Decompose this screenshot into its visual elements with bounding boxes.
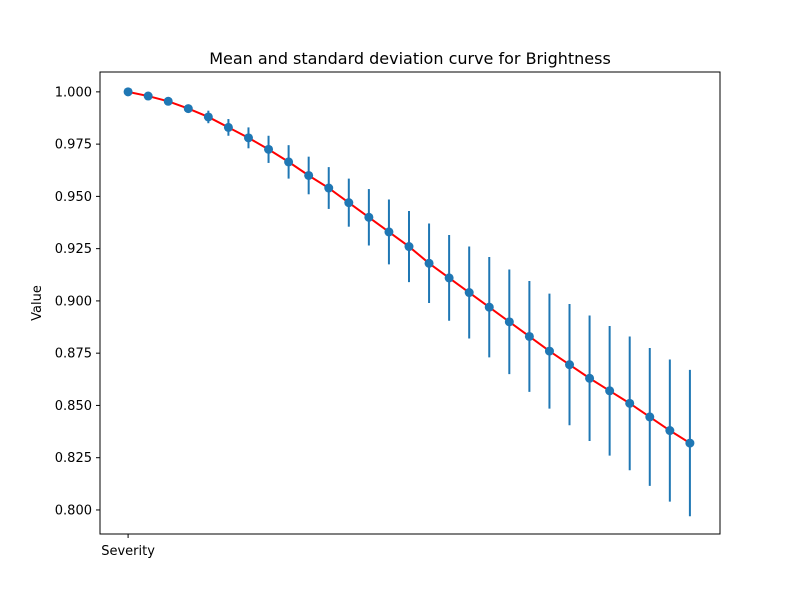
y-tick-label: 0.875 [55, 347, 92, 362]
mean-point [645, 412, 655, 422]
mean-point [203, 112, 213, 122]
mean-point [163, 96, 173, 106]
y-tick-label: 0.825 [55, 451, 92, 466]
y-tick-label: 0.950 [55, 190, 92, 205]
mean-point [585, 373, 595, 383]
mean-point [284, 157, 294, 167]
y-tick-label: 0.800 [55, 503, 92, 518]
mean-point [625, 398, 635, 408]
mean-point [404, 242, 414, 252]
mean-point [464, 288, 474, 298]
mean-point [304, 170, 314, 180]
mean-point [685, 438, 695, 448]
mean-point [605, 386, 615, 396]
mean-point [344, 198, 354, 208]
plot-frame [99, 71, 721, 535]
y-tick-label: 0.975 [55, 138, 92, 153]
mean-point [665, 426, 675, 436]
mean-point [384, 227, 394, 237]
mean-point [364, 212, 374, 222]
x-axis-ticks: Severity [101, 534, 155, 559]
chart-title: Mean and standard deviation curve for Br… [209, 49, 611, 68]
y-axis-label: Value [30, 285, 45, 321]
mean-point [143, 91, 153, 101]
mean-point [424, 258, 434, 268]
mean-point [504, 317, 514, 327]
mean-point [264, 144, 274, 154]
mean-point [123, 87, 133, 97]
y-tick-label: 1.000 [55, 85, 92, 100]
mean-point [565, 360, 575, 370]
mean-point [243, 133, 253, 143]
mean-point [484, 302, 494, 312]
y-tick-label: 0.850 [55, 399, 92, 414]
y-tick-label: 0.900 [55, 294, 92, 309]
y-axis-ticks: 0.800 0.825 0.850 0.875 0.900 0.925 0.950 0.975… [55, 85, 100, 518]
mean-point [183, 104, 193, 114]
mean-point [544, 346, 554, 356]
plot-axes: 0.800 0.825 0.850 0.875 0.900 0.925 0.950 0.975… [55, 71, 721, 559]
mean-point [324, 183, 334, 193]
mean-point [223, 122, 233, 132]
mean-point [524, 331, 534, 341]
data-layer [123, 87, 695, 517]
x-tick-label: Severity [101, 544, 155, 559]
y-tick-label: 0.925 [55, 242, 92, 257]
mean-point [444, 273, 454, 283]
